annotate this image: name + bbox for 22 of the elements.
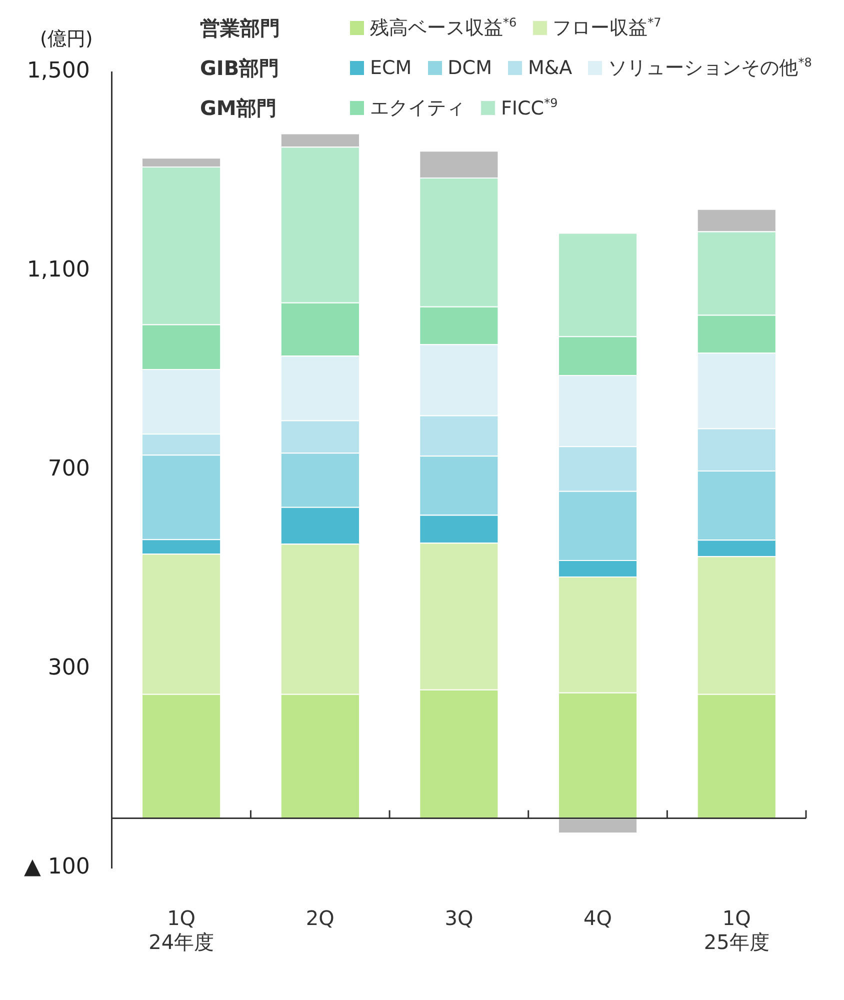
text: 営業部門 — [200, 14, 281, 42]
legend-label: M&A — [528, 57, 572, 79]
annotation: GM部門 — [200, 94, 278, 122]
y-tick-label: ▲ 100 — [24, 854, 90, 880]
legend-label: エクイティ — [370, 96, 465, 121]
y-tick-label: 300 — [48, 656, 90, 681]
x-tick-label: 4Q — [584, 906, 612, 930]
y-tick-label: 1,500 — [26, 58, 90, 84]
y-tick-label: 1,100 — [26, 258, 90, 283]
legend-label: FICC$^{*9}$ — [501, 96, 558, 120]
legend-label: ソリューションその他$^{*8}$ — [608, 55, 812, 81]
x-tick-label: 1Q 25年度 — [704, 906, 770, 954]
annotation: GIB部門 — [200, 54, 280, 82]
y-tick-label: 700 — [48, 456, 90, 482]
x-tick-label: 2Q — [306, 906, 334, 930]
legend-label: DCM — [448, 57, 492, 79]
legend-label: ECM — [370, 57, 412, 79]
x-tick-label: 1Q 24年度 — [148, 906, 214, 954]
legend-label: フロー収益$^{*7}$ — [552, 15, 662, 41]
y-axis-title: (億円) — [40, 27, 93, 52]
legend-label: 残高ベース収益$^{*6}$ — [370, 15, 517, 41]
x-tick-label: 3Q — [444, 906, 474, 930]
